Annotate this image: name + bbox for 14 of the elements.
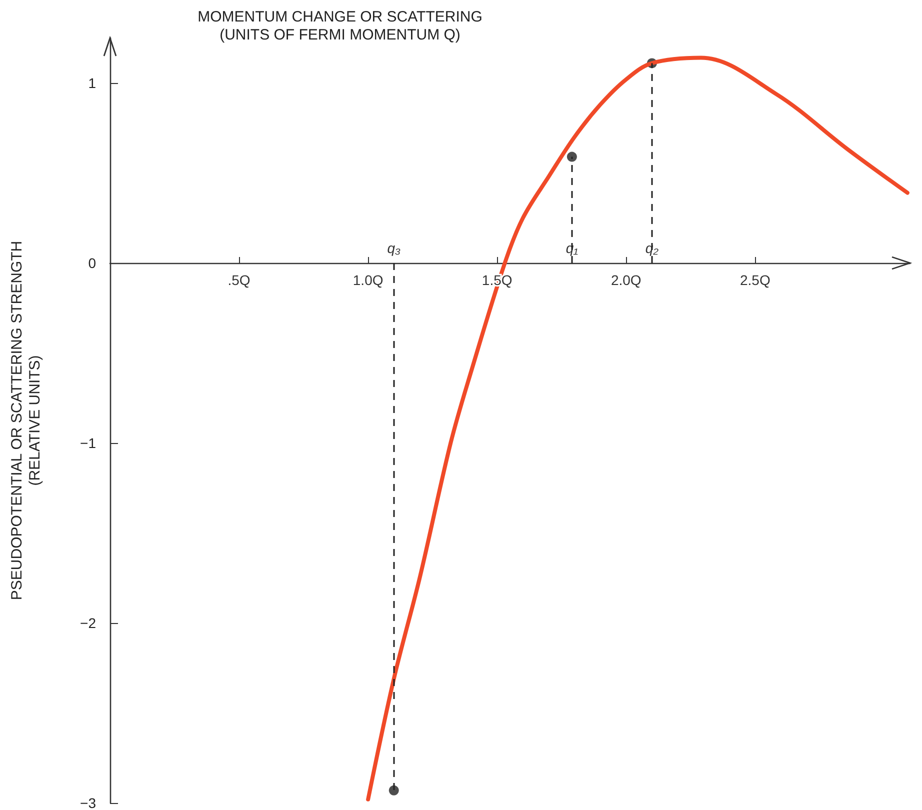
- x-tick-label: .5Q: [228, 272, 250, 288]
- x-tick-label: 2.0Q: [610, 272, 642, 288]
- y-tick-label: −1: [80, 435, 96, 451]
- y-axis-title: PSEUDOPOTENTIAL OR SCATTERING STRENGTH (RELATIVE UNITS): [8, 240, 44, 600]
- point: [566, 152, 577, 162]
- x-tick-label: 1.0Q: [352, 272, 384, 288]
- annotation: q₃: [387, 240, 401, 256]
- y-tick-label: −2: [80, 615, 96, 631]
- point: [388, 785, 399, 796]
- y-tick-label: 0: [88, 255, 96, 271]
- x-axis-title: MOMENTUM CHANGE OR SCATTERING (UNITS OF FERMI MOMENTUM Q): [198, 8, 482, 44]
- x-tick-label: 2.5Q: [740, 272, 770, 288]
- y-tick-label: 1: [88, 75, 96, 91]
- y-tick-label: −3: [80, 795, 96, 810]
